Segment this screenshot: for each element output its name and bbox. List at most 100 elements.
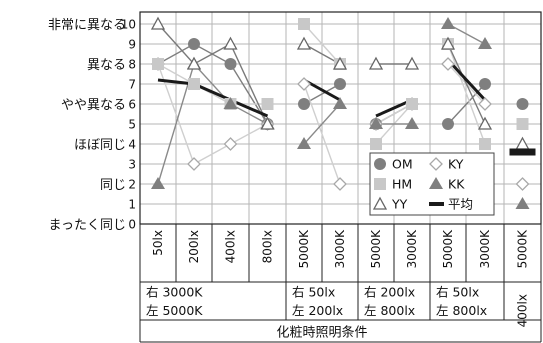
data-point-KY bbox=[333, 177, 347, 191]
y-category-label: 同じ bbox=[100, 178, 126, 193]
data-point-KK bbox=[515, 197, 530, 209]
y-category-label: ほぼ同じ bbox=[74, 138, 126, 153]
series-line-HM bbox=[447, 43, 486, 145]
x-column-label: 400lx bbox=[224, 230, 238, 263]
data-point-KK bbox=[223, 97, 238, 109]
x-column-label: 50lx bbox=[151, 230, 165, 256]
data-point-KY bbox=[441, 57, 455, 71]
group-label: 右 3000K bbox=[146, 285, 203, 300]
y-category-label: やや異なる bbox=[61, 98, 126, 113]
data-point-YY bbox=[150, 16, 166, 30]
data-point-HM bbox=[261, 98, 274, 110]
x-column-label: 5000K bbox=[369, 229, 383, 269]
series-line-KK bbox=[447, 23, 486, 45]
y-tick-label: 1 bbox=[128, 198, 136, 212]
legend-label: HM bbox=[392, 177, 412, 192]
data-point-HM bbox=[298, 18, 310, 30]
series-line-OM bbox=[447, 83, 486, 125]
data-point-YY bbox=[477, 116, 493, 130]
data-point-KK bbox=[369, 117, 383, 129]
series-line-HM bbox=[303, 23, 341, 65]
group-label: 左 800lx bbox=[364, 303, 415, 318]
grid-layer bbox=[140, 12, 541, 225]
legend-swatch bbox=[372, 196, 388, 210]
x-column-label: 400lx bbox=[516, 294, 530, 327]
data-point-KK bbox=[151, 177, 165, 189]
data-point-YY bbox=[404, 56, 420, 70]
series-line-HM bbox=[157, 63, 268, 105]
legend-swatch bbox=[429, 202, 444, 206]
series-line-YY bbox=[157, 23, 269, 125]
x-column-label: 3000K bbox=[333, 229, 347, 269]
y-tick-label: 0 bbox=[128, 218, 136, 232]
data-point-OM bbox=[442, 118, 454, 130]
group-label: 右 50lx bbox=[292, 285, 335, 300]
data-point-YY bbox=[296, 36, 312, 50]
series-line-KK bbox=[157, 62, 268, 185]
data-point-KY bbox=[478, 97, 492, 111]
data-point-YY bbox=[223, 36, 238, 50]
series-line-KY bbox=[303, 83, 341, 185]
data-point-KK bbox=[478, 37, 492, 49]
legend-label: KK bbox=[448, 177, 465, 192]
plot-frame bbox=[139, 11, 542, 225]
x-column-label: 3000K bbox=[405, 229, 419, 269]
series-line-平均 bbox=[446, 58, 487, 102]
data-point-KK bbox=[333, 97, 347, 109]
group-label: 右 50lx bbox=[436, 285, 479, 300]
series-layer bbox=[150, 16, 536, 209]
series-line-YY bbox=[447, 43, 486, 125]
data-point-OM bbox=[479, 78, 491, 90]
data-point-KY bbox=[223, 137, 238, 151]
data-point-KK bbox=[405, 117, 419, 129]
y-category-label: まったく同じ bbox=[49, 218, 126, 233]
legend-label: YY bbox=[391, 197, 408, 212]
legend: OM KY HM KK YY 平均 bbox=[369, 152, 495, 216]
data-point-YY bbox=[440, 36, 456, 50]
legend-swatch bbox=[429, 177, 443, 189]
data-point-YY bbox=[186, 56, 202, 70]
data-point-KY bbox=[515, 177, 530, 191]
legend-swatch bbox=[374, 178, 386, 190]
x-axis-title: 化粧時照明条件 bbox=[276, 325, 367, 341]
y-tick-label: 5 bbox=[128, 118, 136, 132]
y-tick-label: 10 bbox=[121, 18, 136, 32]
data-point-HM bbox=[516, 118, 529, 130]
y-category-label: 非常に異なる bbox=[48, 18, 126, 33]
data-point-OM bbox=[334, 78, 346, 90]
group-label: 右 200lx bbox=[364, 285, 415, 300]
data-point-KK bbox=[441, 17, 455, 29]
legend-label: 平均 bbox=[448, 197, 473, 212]
data-point-YY bbox=[368, 56, 384, 70]
x-column-label: 5000K bbox=[441, 229, 455, 269]
y-tick-label: 4 bbox=[128, 138, 136, 152]
y-tick-label: 9 bbox=[128, 38, 136, 52]
legend-label: KY bbox=[448, 157, 464, 172]
legend-label: OM bbox=[392, 157, 413, 172]
y-tick-label: 2 bbox=[128, 178, 136, 192]
group-label: 左 5000K bbox=[146, 303, 203, 318]
data-point-OM bbox=[516, 98, 529, 110]
x-column-label: 3000K bbox=[478, 229, 492, 269]
legend-swatch bbox=[429, 157, 443, 171]
data-point-HM bbox=[370, 138, 382, 150]
y-tick-label: 3 bbox=[128, 158, 136, 172]
data-point-HM bbox=[152, 58, 164, 70]
data-point-OM bbox=[188, 38, 200, 50]
legend-swatch bbox=[374, 158, 386, 170]
x-column-label: 5000K bbox=[297, 229, 311, 269]
x-column-label: 5000K bbox=[516, 229, 530, 269]
series-line-KK bbox=[303, 103, 341, 145]
y-tick-label: 8 bbox=[128, 58, 136, 72]
data-point-平均 bbox=[509, 148, 536, 156]
series-line-平均 bbox=[157, 78, 269, 118]
y-tick-label: 7 bbox=[128, 78, 136, 92]
group-label: 左 200lx bbox=[292, 303, 343, 318]
data-point-KK bbox=[297, 137, 311, 149]
data-point-HM bbox=[479, 138, 491, 150]
data-point-HM bbox=[188, 78, 200, 90]
y-category-label: 異なる bbox=[87, 58, 126, 73]
group-label: 左 800lx bbox=[436, 303, 487, 318]
